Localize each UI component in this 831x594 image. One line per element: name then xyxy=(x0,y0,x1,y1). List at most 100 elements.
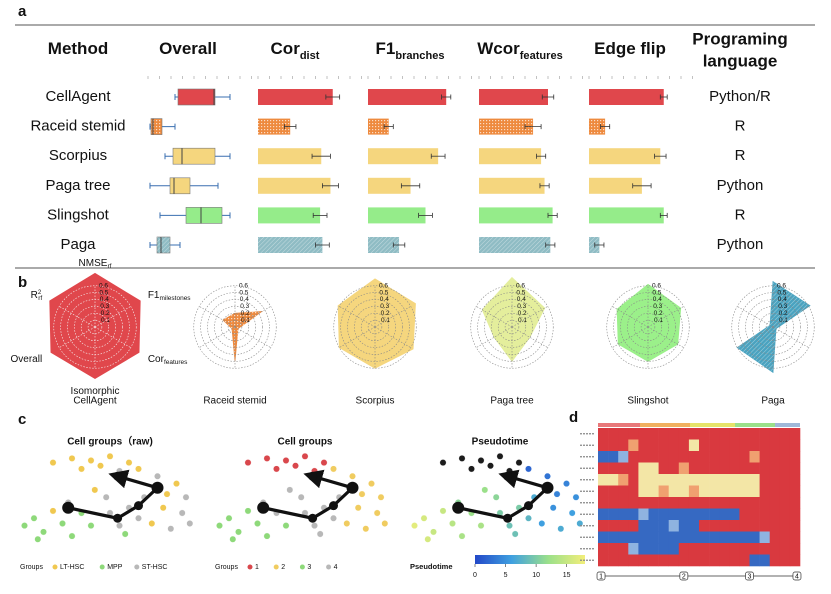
heatmap-cell xyxy=(759,485,770,498)
cell-point xyxy=(159,504,167,512)
heatmap-cell xyxy=(638,462,649,475)
trajectory-node xyxy=(113,513,123,523)
heatmap-cell xyxy=(699,508,710,521)
heatmap-cell xyxy=(658,439,669,452)
heatmap-cell xyxy=(628,428,639,440)
heatmap-cell xyxy=(688,554,700,567)
cell-point xyxy=(244,507,252,515)
x-tick-box xyxy=(679,571,689,581)
legend-title: Pseudotime xyxy=(410,562,453,571)
radar-axis-label: R2 rf xyxy=(31,290,43,303)
heatmap-cell xyxy=(699,520,710,532)
heatmap-cell xyxy=(648,462,659,475)
cell-point xyxy=(381,520,389,527)
heatmap-cell xyxy=(618,451,629,463)
texture xyxy=(151,118,162,135)
heatmap-cell xyxy=(719,554,730,567)
cell-point xyxy=(87,522,95,529)
radar-tick-label: 0.5 xyxy=(777,289,786,296)
cell-point xyxy=(320,459,328,466)
heatmap-cell xyxy=(759,428,770,440)
heatmap-cell xyxy=(759,462,770,475)
method-name: Paga tree xyxy=(45,177,110,194)
heatmap-cell xyxy=(618,485,629,498)
radar-name: Raceid stemid xyxy=(203,396,266,407)
panel-label: d xyxy=(569,409,578,426)
radar-tick-label: 0.6 xyxy=(239,282,248,289)
cell-point xyxy=(449,520,456,527)
heatmap-cell xyxy=(598,554,609,567)
heatmap-cell xyxy=(699,462,710,475)
radar-ring xyxy=(765,319,781,335)
heatmap-cell xyxy=(688,520,700,532)
heatmap-cell xyxy=(719,474,730,486)
heatmap-cell xyxy=(699,543,710,555)
language: Python/R xyxy=(709,88,771,105)
box xyxy=(185,207,223,224)
radar-name: Scorpius xyxy=(356,396,395,407)
cell-point xyxy=(282,457,290,464)
cell-point xyxy=(439,459,447,466)
radar-name: Paga tree xyxy=(490,396,534,407)
radar-spoke xyxy=(772,326,809,348)
radar-tick-label: 0.5 xyxy=(516,289,525,296)
heatmap-cell xyxy=(759,439,770,452)
heatmap-cell xyxy=(688,474,700,486)
heatmap-cell xyxy=(749,474,760,486)
heatmap-cell xyxy=(729,462,740,475)
heatmap-cell xyxy=(709,439,720,452)
legend-swatch xyxy=(134,564,140,570)
cell-point xyxy=(538,520,546,527)
heatmap-cell xyxy=(759,508,770,521)
cell-point xyxy=(439,507,447,515)
bar xyxy=(258,177,331,194)
heatmap-cell xyxy=(779,497,791,509)
heatmap-cell xyxy=(709,554,720,567)
box xyxy=(172,147,216,165)
radar-ring xyxy=(731,285,815,369)
heatmap-cell xyxy=(608,543,619,555)
cell-point xyxy=(330,514,337,522)
cell-point xyxy=(229,535,237,543)
heatmap-cell xyxy=(719,508,730,521)
heatmap-cell xyxy=(759,554,770,567)
heatmap-cell xyxy=(759,451,770,463)
cell-point xyxy=(411,522,418,529)
heatmap-cell xyxy=(739,428,750,440)
heatmap-cell xyxy=(789,554,801,567)
radar-tick-label: 0.4 xyxy=(517,296,526,303)
language: R xyxy=(735,206,746,223)
column-header: Method xyxy=(48,39,108,58)
heatmap-cell xyxy=(678,543,690,555)
radar-tick-label: 0.3 xyxy=(517,303,526,310)
heatmap-cell xyxy=(638,520,649,532)
legend-title: Groups xyxy=(20,564,43,571)
legend-label: 2 xyxy=(281,564,285,571)
heatmap-cell xyxy=(709,474,720,486)
heatmap-cell xyxy=(608,428,619,440)
cell-point xyxy=(349,472,356,480)
cell-point xyxy=(316,530,324,538)
column-header-main: Edge flip xyxy=(594,39,666,58)
cell-point xyxy=(549,504,557,512)
heatmap-cell xyxy=(739,497,750,509)
column-header-main: Method xyxy=(48,39,108,58)
cell-point xyxy=(568,509,576,517)
heatmap-cell xyxy=(608,554,619,567)
heatmap-cell xyxy=(749,508,760,521)
radar-tick-label: 0.2 xyxy=(779,310,788,317)
plot-title: Cell groups xyxy=(277,437,332,448)
cell-point xyxy=(468,465,475,473)
heatmap-cell xyxy=(648,474,659,486)
heatmap-cell xyxy=(648,485,659,498)
radar-ring xyxy=(504,319,520,335)
heatmap-cell xyxy=(608,531,619,544)
radar-spoke xyxy=(476,326,513,348)
heatmap-cell xyxy=(628,485,639,498)
radar-tick-label: 0.5 xyxy=(379,289,388,296)
cell-point xyxy=(301,452,309,460)
radar-tick-label: 0.1 xyxy=(241,317,250,324)
heatmap-cell xyxy=(648,508,659,521)
cell-point xyxy=(263,532,271,540)
radar-tick-label: 0.4 xyxy=(240,296,249,303)
